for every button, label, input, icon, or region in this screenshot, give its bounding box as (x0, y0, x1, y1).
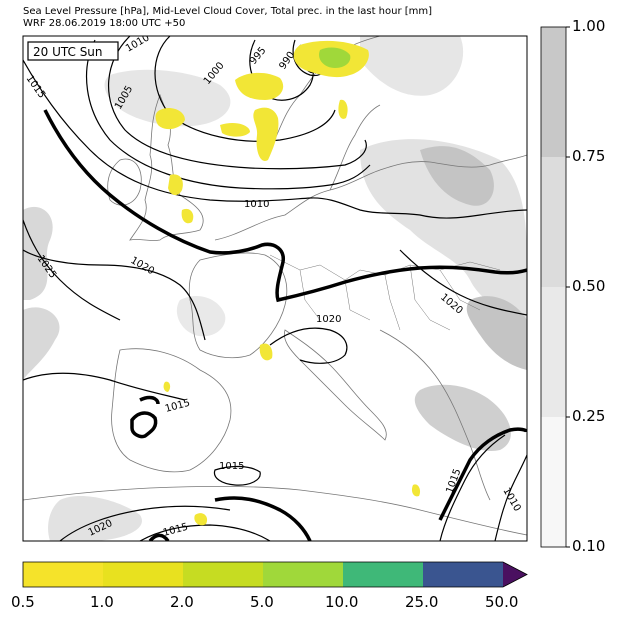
highlight-isobar-layer (43, 109, 527, 541)
cloud-tick-label: 0.50 (572, 277, 606, 295)
coastline-balkans (379, 329, 491, 501)
cloud-patch (23, 307, 60, 380)
precipitation-layer (155, 40, 421, 526)
precip-patch (338, 99, 348, 119)
isobar-label: 1015 (219, 461, 244, 472)
precip-colorbar-segment (103, 562, 183, 587)
precip-patch (181, 208, 194, 224)
cloud-colorbar-segment (541, 417, 566, 547)
precip-patch (194, 513, 208, 526)
precip-patch (411, 484, 421, 497)
isobar-1015-thick-south-ring (148, 533, 170, 541)
country-borders (269, 254, 501, 331)
isobar-layer (23, 36, 527, 541)
isobar-1015-med (213, 465, 261, 486)
coastline-continent (214, 154, 527, 241)
isobar-1020-east (399, 249, 527, 316)
precip-tick-label: 0.5 (11, 593, 35, 611)
isobar-1005 (107, 36, 367, 170)
precip-patch (235, 72, 284, 100)
isobar-1010 (85, 39, 371, 190)
isobar-1015-thick-iberia (130, 395, 160, 439)
coastline-ireland (107, 158, 142, 206)
cloud-patch (176, 295, 226, 337)
cloud-patch (360, 36, 464, 96)
precip-patch (163, 381, 171, 392)
coastline-iberia (111, 348, 232, 473)
isobar-label: 1020 (316, 314, 341, 325)
map-area: 1010 995 990 1000 1005 1015 1010 1025 10… (23, 36, 527, 541)
precip-patch (319, 47, 351, 68)
isobar-1020-center (269, 327, 348, 364)
precip-tick-label: 50.0 (485, 593, 519, 611)
cloud-colorbar-segment (541, 287, 566, 417)
isobar-1020-west (23, 249, 206, 341)
precip-tick-label: 2.0 (170, 593, 194, 611)
map-subtitle: WRF 28.06.2019 18:00 UTC +50 (23, 18, 186, 29)
cloud-colorbar (540, 26, 570, 548)
cloud-patch (466, 296, 527, 370)
time-label: 20 UTC Sun (33, 45, 103, 59)
precip-patch (168, 174, 183, 196)
isobar-1015-iberia (23, 372, 186, 401)
isobar-1015-thick-south (214, 496, 312, 541)
map-title: Sea Level Pressure [hPa], Mid-Level Clou… (23, 6, 433, 17)
precip-tick-label: 25.0 (405, 593, 439, 611)
precip-tick-label: 5.0 (250, 593, 274, 611)
cloud-tick-label: 1.00 (572, 17, 606, 35)
precip-patch (259, 343, 273, 361)
cloud-colorbar-segment (541, 27, 566, 157)
isobar-1015-thick-east (438, 427, 527, 521)
precip-patch (155, 108, 185, 130)
precip-colorbar-segment (423, 562, 503, 587)
cloud-patch (23, 206, 53, 300)
coastline-africa (23, 485, 527, 536)
cloud-patch (420, 146, 494, 206)
coastline-france (188, 252, 288, 359)
map-frame (22, 35, 528, 542)
isobar-1025 (23, 219, 121, 321)
precip-tick-label: 1.0 (90, 593, 114, 611)
precip-patch (253, 107, 279, 161)
isobar-1015-thick (43, 109, 527, 303)
isobar-1015-east (439, 434, 506, 541)
cloud-tick-label: 0.75 (572, 147, 606, 165)
isobar-1000 (154, 36, 336, 142)
isobar-1020-south (59, 505, 231, 541)
time-label-box: 20 UTC Sun (27, 41, 119, 61)
cloud-patch (48, 495, 142, 541)
cloud-tick-label: 0.25 (572, 407, 606, 425)
precip-colorbar-segment (23, 562, 103, 587)
precip-colorbar (22, 561, 528, 588)
cloud-colorbar-segment (541, 157, 566, 287)
isobar-1015-north (23, 59, 527, 219)
precip-colorbar-segment (183, 562, 263, 587)
cloud-patch (104, 69, 231, 127)
precip-colorbar-extend-arrow (503, 562, 527, 587)
cloud-tick-label: 0.10 (572, 537, 606, 555)
precip-colorbar-segment (343, 562, 423, 587)
isobar-1010-east (494, 454, 527, 541)
cloud-cover-layer (23, 36, 527, 541)
precip-patch (220, 122, 250, 137)
precip-colorbar-segment (263, 562, 343, 587)
precip-tick-label: 10.0 (325, 593, 359, 611)
cloud-patch (414, 384, 511, 451)
isobar-1015-south (139, 524, 271, 541)
isobar-label: 1010 (244, 199, 269, 210)
